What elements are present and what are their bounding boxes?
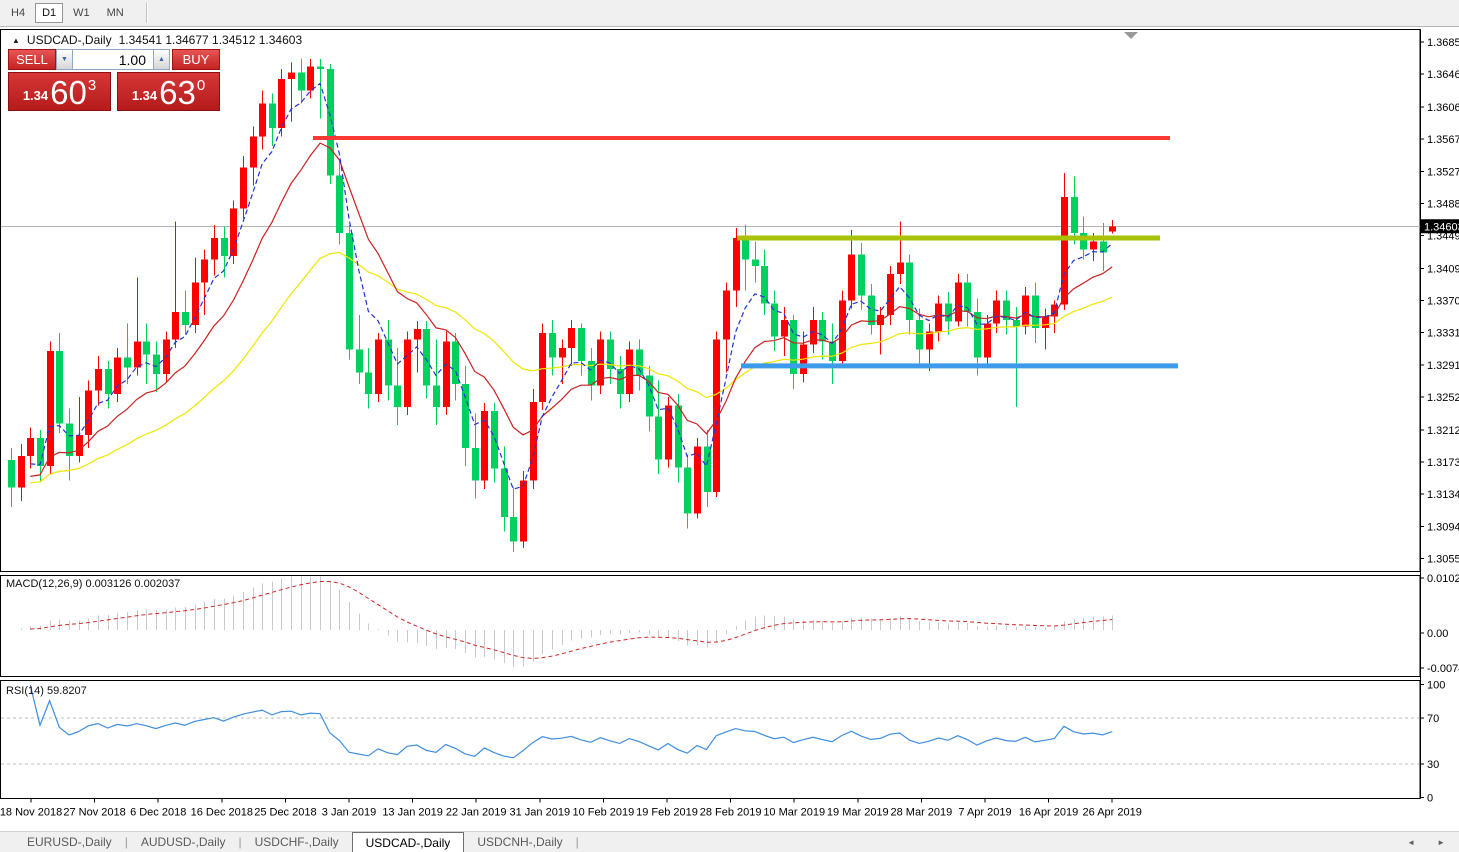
tab-audusd[interactable]: AUDUSD-,Daily: [140, 835, 226, 849]
svg-text:1.31340: 1.31340: [1427, 489, 1459, 501]
svg-text:-0.007477: -0.007477: [1427, 663, 1459, 675]
svg-text:1.30940: 1.30940: [1427, 522, 1459, 534]
svg-text:1.31730: 1.31730: [1427, 457, 1459, 469]
macd-layer: [21, 576, 1113, 667]
tab-separator: |: [575, 835, 579, 849]
svg-text:1.34490: 1.34490: [1427, 231, 1459, 243]
svg-text:1.36060: 1.36060: [1427, 102, 1459, 114]
svg-text:26 Apr 2019: 26 Apr 2019: [1083, 807, 1142, 819]
svg-text:31 Jan 2019: 31 Jan 2019: [510, 807, 571, 819]
svg-text:28 Mar 2019: 28 Mar 2019: [891, 807, 953, 819]
tab-scroll-right-icon[interactable]: ►: [1437, 837, 1445, 847]
svg-text:30: 30: [1427, 759, 1439, 771]
chart-title-row: ▲ USDCAD-,Daily 1.34541 1.34677 1.34512 …: [12, 33, 302, 47]
candles-layer: [8, 58, 1116, 553]
svg-text:10 Mar 2019: 10 Mar 2019: [763, 807, 825, 819]
volume-input[interactable]: 1.00: [73, 49, 153, 70]
buy-price-box[interactable]: 1.34 63 0: [117, 72, 220, 111]
svg-text:19 Feb 2019: 19 Feb 2019: [636, 807, 698, 819]
svg-text:0.00: 0.00: [1427, 628, 1448, 640]
svg-text:3 Jan 2019: 3 Jan 2019: [322, 807, 376, 819]
svg-text:1.36850: 1.36850: [1427, 37, 1459, 49]
svg-text:19 Mar 2019: 19 Mar 2019: [827, 807, 889, 819]
rsi-name: RSI(14): [6, 685, 44, 697]
buy-price-big: 63: [159, 74, 196, 111]
toolbar-separator: [145, 3, 148, 23]
svg-text:1.35270: 1.35270: [1427, 167, 1459, 179]
macd-indicator-label: MACD(12,26,9) 0.003126 0.002037: [6, 578, 180, 590]
svg-text:1.34603: 1.34603: [1424, 221, 1459, 233]
tab-scroll-left-icon[interactable]: ◄: [1407, 837, 1416, 847]
svg-text:16 Dec 2018: 16 Dec 2018: [191, 807, 253, 819]
buy-price-sup: 0: [196, 77, 206, 94]
buy-button[interactable]: BUY: [172, 49, 220, 70]
svg-text:1.34880: 1.34880: [1427, 199, 1459, 211]
sell-price-small: 1.34: [22, 88, 49, 103]
tab-usdcad[interactable]: USDCAD-,Daily: [351, 832, 465, 852]
sell-price-sup: 3: [87, 77, 97, 94]
period-button-d1[interactable]: D1: [35, 3, 64, 23]
symbol-marker-icon: ▲: [12, 35, 20, 45]
svg-text:7 Apr 2019: 7 Apr 2019: [958, 807, 1011, 819]
symbol-tab-bar: EURUSD-,Daily | AUDUSD-,Daily | USDCHF-,…: [0, 831, 1459, 852]
chart-shift-icon[interactable]: [1124, 32, 1138, 39]
svg-text:1.36460: 1.36460: [1427, 69, 1459, 81]
chart-ohlc-values: 1.34541 1.34677 1.34512 1.34603: [118, 33, 303, 47]
svg-text:0.010229: 0.010229: [1427, 573, 1459, 585]
svg-text:6 Dec 2018: 6 Dec 2018: [130, 807, 186, 819]
macd-signal-line: [30, 581, 1113, 660]
tab-separator: |: [238, 835, 242, 849]
period-button-h4[interactable]: H4: [11, 7, 26, 19]
period-button-mn[interactable]: MN: [106, 7, 124, 19]
tab-usdcnh[interactable]: USDCNH-,Daily: [477, 835, 563, 849]
buy-price-small: 1.34: [131, 88, 158, 103]
svg-text:16 Apr 2019: 16 Apr 2019: [1019, 807, 1078, 819]
volume-decrease-button[interactable]: ▼: [56, 49, 73, 70]
tab-separator: |: [124, 835, 128, 849]
svg-text:18 Nov 2018: 18 Nov 2018: [0, 807, 62, 819]
tab-eurusd[interactable]: EURUSD-,Daily: [27, 835, 112, 849]
chart-window: 1.346031.368501.364601.360601.356701.352…: [0, 27, 1459, 830]
svg-text:1.33310: 1.33310: [1427, 327, 1459, 339]
svg-text:1.32520: 1.32520: [1427, 392, 1459, 404]
tab-scroll-arrows: ◄ ►: [1407, 832, 1445, 852]
rsi-value: 59.8207: [46, 685, 87, 697]
volume-increase-button[interactable]: ▲: [153, 49, 170, 70]
svg-text:0: 0: [1427, 793, 1433, 805]
chart-canvas[interactable]: 1.346031.368501.364601.360601.356701.352…: [0, 27, 1459, 830]
period-toolbar: H4 D1 W1 MN: [0, 0, 1459, 27]
svg-text:22 Jan 2019: 22 Jan 2019: [446, 807, 507, 819]
svg-text:1.35670: 1.35670: [1427, 134, 1459, 146]
macd-values: 0.003126 0.002037: [85, 578, 181, 590]
rsi-line: [29, 684, 1113, 759]
svg-text:13 Jan 2019: 13 Jan 2019: [382, 807, 443, 819]
rsi-indicator-label: RSI(14) 59.8207: [6, 685, 87, 697]
chart-symbol-title: USDCAD-,Daily: [26, 33, 112, 47]
sell-price-box[interactable]: 1.34 60 3: [8, 72, 111, 111]
svg-text:1.32910: 1.32910: [1427, 360, 1459, 372]
svg-text:28 Feb 2019: 28 Feb 2019: [700, 807, 762, 819]
sell-button[interactable]: SELL: [8, 49, 56, 70]
tab-usdchf[interactable]: USDCHF-,Daily: [254, 835, 339, 849]
sell-price-big: 60: [50, 74, 87, 111]
period-button-w1[interactable]: W1: [73, 7, 90, 19]
svg-text:27 Nov 2018: 27 Nov 2018: [63, 807, 125, 819]
one-click-trade-panel: SELL ▼ 1.00 ▲ BUY 1.34 60 3 1.34 63 0: [8, 49, 222, 111]
svg-text:1.34090: 1.34090: [1427, 263, 1459, 275]
svg-text:100: 100: [1427, 680, 1445, 692]
svg-text:25 Dec 2018: 25 Dec 2018: [254, 807, 316, 819]
macd-name: MACD(12,26,9): [6, 578, 83, 590]
svg-text:1.33700: 1.33700: [1427, 295, 1459, 307]
svg-text:10 Feb 2019: 10 Feb 2019: [573, 807, 635, 819]
svg-text:1.32120: 1.32120: [1427, 425, 1459, 437]
svg-text:70: 70: [1427, 713, 1439, 725]
